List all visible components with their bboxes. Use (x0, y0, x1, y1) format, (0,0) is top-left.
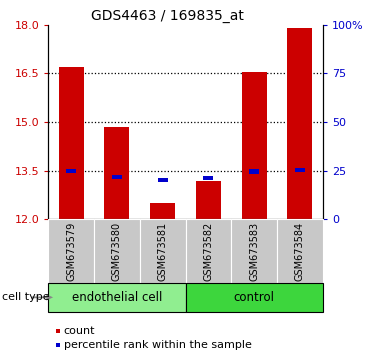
Text: cell type: cell type (2, 292, 49, 302)
Bar (231, 219, 277, 283)
Text: count: count (64, 326, 95, 336)
Text: GSM673584: GSM673584 (295, 222, 305, 281)
Text: percentile rank within the sample: percentile rank within the sample (64, 340, 252, 350)
Text: control: control (234, 291, 275, 304)
Bar (196, 181, 221, 219)
Bar (203, 176, 213, 181)
Bar (140, 219, 186, 283)
Bar (66, 169, 76, 173)
Bar (94, 219, 140, 283)
Bar (48, 219, 94, 283)
Text: GSM673581: GSM673581 (158, 222, 168, 281)
Text: GSM673579: GSM673579 (66, 222, 76, 281)
Bar (158, 178, 168, 182)
Bar (186, 283, 323, 312)
Text: GSM673580: GSM673580 (112, 222, 122, 281)
Bar (249, 169, 259, 173)
Text: endothelial cell: endothelial cell (72, 291, 162, 304)
Bar (59, 67, 84, 219)
Bar (242, 72, 267, 219)
Bar (277, 219, 323, 283)
Bar (104, 127, 129, 219)
Bar (287, 28, 312, 219)
Bar (186, 219, 231, 283)
Bar (295, 168, 305, 172)
Text: GSM673583: GSM673583 (249, 222, 259, 281)
Bar (150, 203, 175, 219)
Bar (48, 283, 186, 312)
Text: GDS4463 / 169835_at: GDS4463 / 169835_at (91, 9, 243, 23)
Bar (112, 175, 122, 179)
Text: GSM673582: GSM673582 (203, 222, 213, 281)
